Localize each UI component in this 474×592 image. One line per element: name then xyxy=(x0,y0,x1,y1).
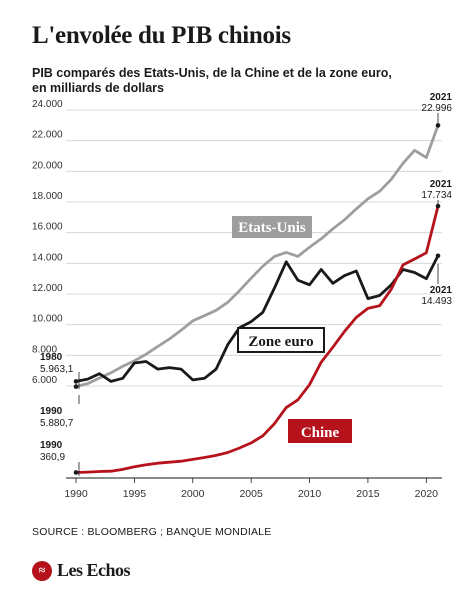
y-axis-ticks: 6.000 8.000 10.000 12.000 14.000 16.000 18.000… xyxy=(32,99,63,386)
logo-text: Les Echos xyxy=(57,560,131,580)
series-startpoint-dot xyxy=(73,470,79,475)
series-line-chine xyxy=(74,204,440,474)
annotation-1980-value: 5.963,1 xyxy=(40,364,74,375)
annotation-2021-usa-value: 22.996 xyxy=(421,103,452,114)
series-startpoint-dot xyxy=(73,379,79,384)
x-axis-ticks: 1990 1995 2000 2005 2010 2015 2020 xyxy=(64,478,438,500)
series-endpoint-dot xyxy=(435,203,441,209)
annotation-2021-china-value: 17.734 xyxy=(421,190,452,201)
series-line-zone-euro xyxy=(74,254,440,383)
annotation-2021-euro-value: 14.493 xyxy=(421,296,452,307)
annotation-1990-china-year: 1990 xyxy=(40,440,63,451)
y-tick-label: 22.000 xyxy=(32,130,63,141)
label-etats-unis-text: Etats-Unis xyxy=(238,220,306,236)
y-tick-label: 18.000 xyxy=(32,191,63,202)
y-tick-label: 24.000 xyxy=(32,99,63,110)
x-tick-label: 1990 xyxy=(64,488,88,500)
y-tick-label: 20.000 xyxy=(32,160,63,171)
x-tick-label: 1995 xyxy=(123,488,147,500)
x-tick-label: 2005 xyxy=(239,488,263,500)
y-tick-label: 10.000 xyxy=(32,314,63,325)
series-line-etats-unis xyxy=(74,124,440,389)
y-tick-label: 8.000 xyxy=(32,344,57,355)
label-zone-euro-text: Zone euro xyxy=(248,334,313,350)
label-chine-text: Chine xyxy=(301,425,340,441)
source-note: SOURCE : BLOOMBERG ; BANQUE MONDIALE xyxy=(32,526,272,538)
y-tick-label: 16.000 xyxy=(32,222,63,233)
annotation-1990-usa-year: 1990 xyxy=(40,406,63,417)
series-endpoint-dot xyxy=(435,253,441,259)
x-tick-label: 2015 xyxy=(356,488,380,500)
series-endpoints xyxy=(73,123,441,475)
y-tick-label: 12.000 xyxy=(32,283,63,294)
series-endpoint-dot xyxy=(435,123,441,128)
x-tick-label: 2020 xyxy=(415,488,439,500)
y-tick-label: 14.000 xyxy=(32,252,63,263)
chart-subtitle: PIB comparés des Etats-Unis, de la Chine… xyxy=(32,66,442,96)
series-startpoint-dot xyxy=(73,384,79,389)
label-etats-unis: Etats-Unis xyxy=(232,216,312,238)
annotation-1990-china-value: 360,9 xyxy=(40,452,65,463)
label-chine: Chine xyxy=(288,419,352,443)
x-tick-label: 2000 xyxy=(181,488,205,500)
annotation-2021-china-year: 2021 xyxy=(430,179,453,190)
subtitle-line-1: PIB comparés des Etats-Unis, de la Chine… xyxy=(32,66,392,80)
label-zone-euro: Zone euro xyxy=(237,327,325,353)
annotation-leaders xyxy=(78,113,439,476)
subtitle-line-2: en milliards de dollars xyxy=(32,81,164,95)
x-tick-label: 2010 xyxy=(298,488,322,500)
annotation-1990-usa-value: 5.880,7 xyxy=(40,418,74,429)
series-lines xyxy=(74,124,440,474)
chart-title: L'envolée du PIB chinois xyxy=(32,22,291,49)
les-echos-logo-icon: ≈ xyxy=(32,560,52,581)
y-tick-label: 6.000 xyxy=(32,375,57,386)
les-echos-logo: ≈ Les Echos xyxy=(32,560,131,581)
annotation-2021-euro-year: 2021 xyxy=(430,285,453,296)
annotation-2021-usa-year: 2021 xyxy=(430,92,453,103)
annotation-1980-year: 1980 xyxy=(40,352,63,363)
